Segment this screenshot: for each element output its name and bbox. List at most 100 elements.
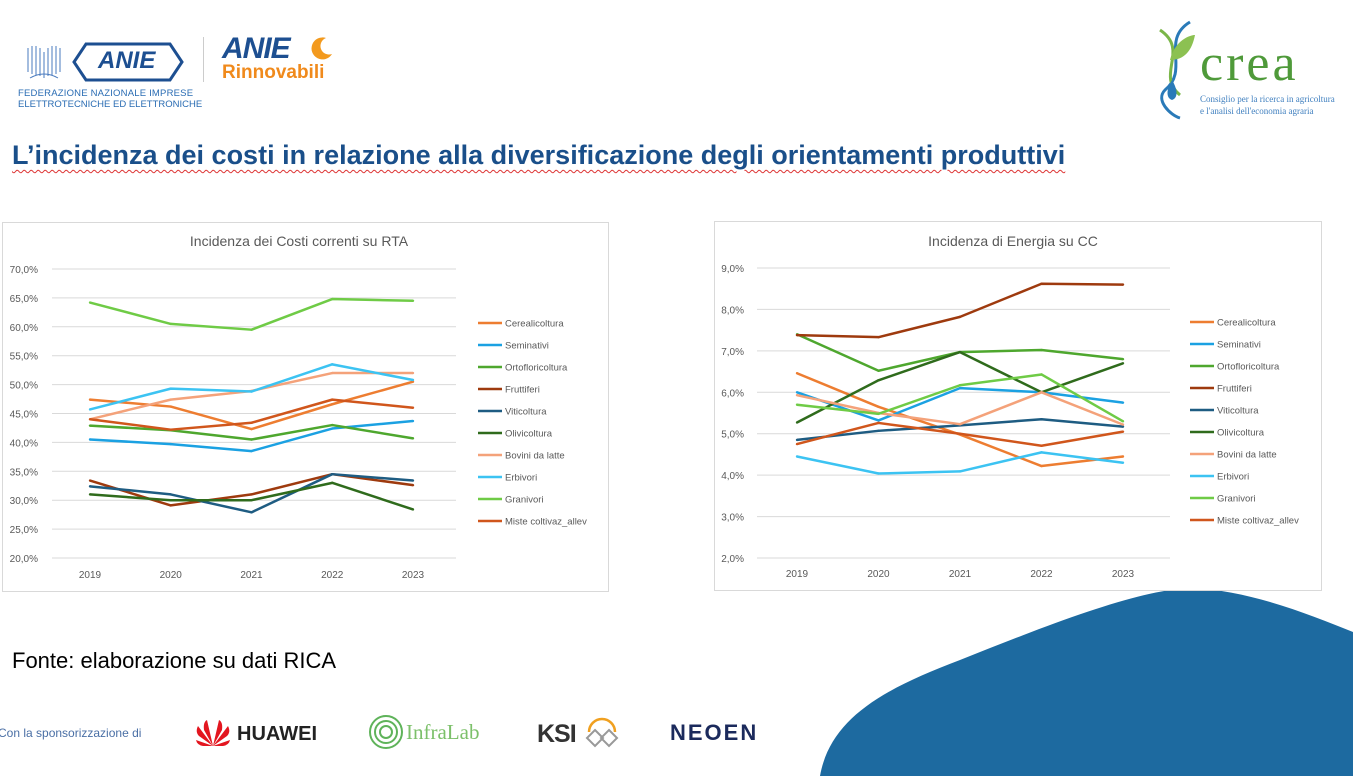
neoen-logo: NEOEN [670, 720, 759, 745]
data-point [877, 419, 880, 422]
y-tick-label: 20,0% [10, 554, 38, 565]
data-point [1121, 357, 1125, 361]
data-point [958, 386, 962, 390]
y-tick-label: 50,0% [10, 381, 38, 392]
logo-divider [203, 37, 204, 82]
series-line-granivori [89, 297, 414, 331]
y-tick-label: 55,0% [10, 352, 38, 363]
data-point [88, 408, 92, 411]
legend-label: Granivori [505, 495, 544, 506]
data-point [958, 470, 962, 473]
legend-label: Cerealicoltura [1217, 318, 1276, 329]
data-point [250, 438, 253, 441]
x-tick-label: 2020 [867, 569, 890, 580]
y-tick-label: 4,0% [721, 471, 744, 482]
data-point [411, 479, 415, 482]
y-tick-label: 30,0% [10, 496, 38, 507]
data-point [88, 398, 92, 401]
data-point [795, 372, 799, 375]
data-point [411, 378, 415, 382]
y-tick-label: 9,0% [721, 264, 744, 275]
x-tick-label: 2022 [1030, 569, 1053, 580]
data-point [958, 384, 962, 387]
series-line-ortofloricoltura [89, 423, 414, 441]
y-tick-label: 35,0% [10, 467, 38, 478]
data-point [331, 398, 334, 401]
data-point [169, 387, 172, 390]
legend-label: Viticoltura [505, 407, 547, 418]
data-point [169, 405, 172, 408]
data-point [1121, 455, 1125, 458]
data-point [795, 442, 799, 446]
data-point [411, 508, 415, 511]
x-tick-label: 2023 [402, 570, 425, 581]
x-tick-label: 2020 [160, 570, 183, 581]
legend-label: Granivori [1217, 494, 1256, 505]
y-tick-label: 7,0% [721, 347, 744, 358]
y-tick-label: 65,0% [10, 294, 38, 305]
y-tick-label: 70,0% [10, 265, 38, 276]
data-point [958, 422, 962, 426]
data-point [250, 328, 253, 331]
data-point [411, 406, 415, 409]
data-point [88, 493, 92, 496]
data-point [1121, 283, 1125, 286]
data-point [1040, 464, 1043, 468]
y-tick-label: 60,0% [10, 323, 38, 334]
data-point [331, 472, 334, 476]
data-point [88, 301, 92, 304]
chart-title: Incidenza di Energia su CC [928, 233, 1098, 249]
data-point [1040, 444, 1043, 447]
data-point [1121, 420, 1125, 423]
legend-label: Miste coltivaz_allev [505, 517, 587, 528]
data-point [1040, 451, 1043, 454]
data-point [795, 438, 799, 442]
legend-label: Cerealicoltura [505, 319, 564, 330]
data-point [877, 412, 880, 416]
dna-leaf-drop-icon [1159, 20, 1195, 120]
spiral-icon [369, 715, 403, 749]
data-point [88, 438, 92, 441]
y-tick-label: 3,0% [721, 513, 744, 524]
legend-label: Seminativi [1217, 340, 1261, 351]
data-point [877, 369, 880, 372]
data-point [169, 504, 172, 507]
sun-moon-icon [311, 37, 332, 60]
x-tick-label: 2021 [240, 570, 263, 581]
series-line-viticoltura [796, 417, 1124, 442]
x-tick-label: 2021 [949, 569, 972, 580]
data-point [1040, 348, 1043, 352]
data-point [1040, 391, 1043, 394]
data-point [1121, 425, 1125, 428]
data-point [88, 424, 92, 427]
data-point [958, 432, 962, 435]
data-point [1121, 423, 1125, 426]
crea-logo: crea Consiglio per la ricerca in agricol… [1150, 20, 1353, 120]
data-point [1121, 461, 1125, 464]
legend-label: Miste coltivaz_allev [1217, 516, 1299, 527]
data-point [795, 333, 799, 337]
data-point [877, 379, 880, 382]
data-point [331, 423, 334, 427]
data-point [88, 418, 92, 421]
y-tick-label: 6,0% [721, 388, 744, 399]
legend-label: Olivicoltura [505, 429, 553, 440]
data-point [958, 350, 962, 354]
legend-label: Ortofloricoltura [505, 363, 568, 374]
data-point [169, 428, 172, 431]
data-point [411, 437, 415, 440]
huawei-petals-icon [196, 720, 230, 746]
chart-title: Incidenza dei Costi correnti su RTA [190, 233, 409, 249]
data-point [1121, 362, 1125, 365]
data-point [331, 427, 334, 430]
data-point [958, 315, 962, 319]
data-point [169, 499, 172, 502]
x-tick-label: 2019 [786, 569, 809, 580]
source-note: Fonte: elaborazione su dati RICA [12, 648, 337, 673]
y-tick-label: 8,0% [721, 305, 744, 316]
data-point [877, 421, 880, 425]
sponsor-label: Con la sponsorizzazione di [0, 726, 142, 740]
anie-logo: ANIE FEDERAZIONE NAZIONALE IMPRESE ELETT… [18, 38, 202, 110]
y-tick-label: 2,0% [721, 554, 744, 565]
data-point [411, 419, 415, 423]
